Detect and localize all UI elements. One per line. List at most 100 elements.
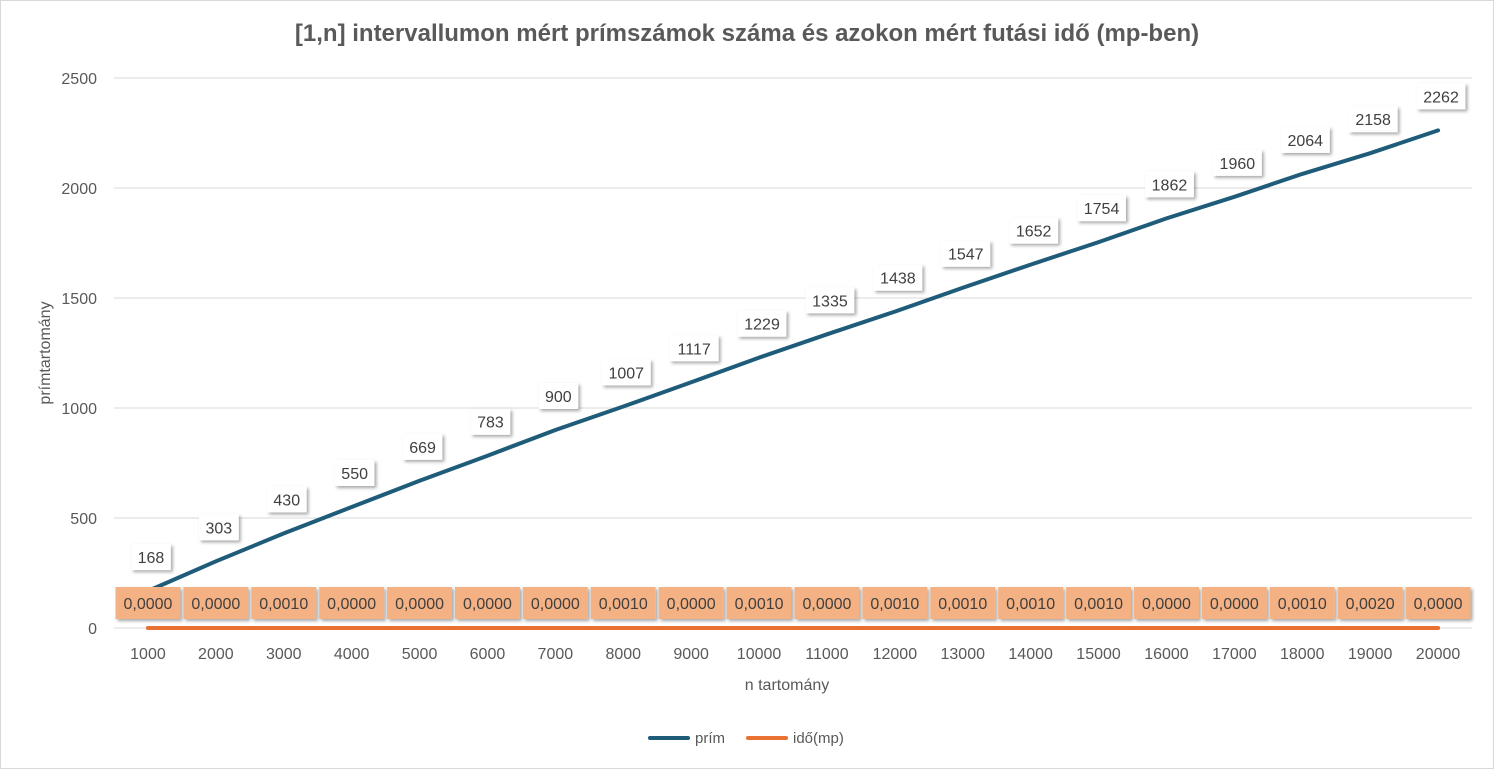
data-label-ido: 0,0000 xyxy=(395,596,444,613)
x-tick-label: 4000 xyxy=(334,646,370,663)
data-label-box xyxy=(115,587,181,619)
data-label-box xyxy=(1066,587,1131,619)
x-tick-label: 16000 xyxy=(1144,646,1189,663)
data-label-ido: 0,0000 xyxy=(1210,596,1259,613)
x-tick-label: 8000 xyxy=(605,646,641,663)
legend: prím idő(mp) xyxy=(648,730,844,747)
x-tick-label: 19000 xyxy=(1348,646,1393,663)
data-label-box xyxy=(199,514,239,541)
series-lines xyxy=(145,128,1441,630)
data-label-ido: 0,0010 xyxy=(1006,596,1055,613)
x-tick-label: 3000 xyxy=(266,646,302,663)
y-tick-label: 0 xyxy=(88,621,97,638)
x-axis-title: n tartomány xyxy=(745,677,829,694)
data-label-prim: 1335 xyxy=(812,293,848,310)
x-tick-label: 6000 xyxy=(470,646,506,663)
data-label-box xyxy=(1212,149,1262,176)
data-label-box xyxy=(1201,587,1267,619)
data-label-ido: 0,0000 xyxy=(123,596,172,613)
data-label-prim: 669 xyxy=(409,440,436,457)
data-label-box xyxy=(1280,126,1330,153)
y-tick-label: 500 xyxy=(70,511,97,528)
data-label-prim: 1438 xyxy=(880,271,916,288)
data-label-box xyxy=(1077,195,1126,222)
data-label-box xyxy=(794,587,860,619)
data-label-prim: 550 xyxy=(341,466,368,483)
data-label-box xyxy=(1134,587,1199,619)
data-label-prim: 1652 xyxy=(1016,224,1052,241)
legend-item-prim-label: prím xyxy=(695,730,725,747)
x-tick-label: 11000 xyxy=(805,646,848,663)
data-label-prim: 1960 xyxy=(1220,156,1256,173)
data-label-prim: 900 xyxy=(545,389,572,406)
data-label-box xyxy=(266,486,307,513)
data-label-prim: 2262 xyxy=(1423,89,1459,106)
data-label-prim: 1547 xyxy=(948,247,984,264)
data-label-box xyxy=(669,335,719,362)
data-label-box xyxy=(862,587,928,619)
data-label-box xyxy=(334,460,375,486)
chart-title: [1,n] intervallumon mért prímszámok szám… xyxy=(295,20,1199,47)
data-label-prim: 168 xyxy=(138,550,165,567)
data-label-prim: 1007 xyxy=(608,365,644,382)
y-tick-label: 1000 xyxy=(61,401,97,418)
data-label-ido: 0,0010 xyxy=(870,596,919,613)
data-label-box xyxy=(387,587,452,619)
x-tick-label: 17000 xyxy=(1212,646,1257,663)
x-tick-label: 15000 xyxy=(1076,646,1121,663)
data-label-box xyxy=(455,587,520,619)
data-label-ido: 0,0000 xyxy=(667,596,716,613)
data-label-box xyxy=(251,587,317,619)
data-label-ido: 0,0000 xyxy=(191,596,240,613)
data-label-box xyxy=(590,587,656,619)
y-axis-title: prímtartomány xyxy=(37,301,54,404)
x-tick-label: 12000 xyxy=(873,646,918,663)
data-label-box xyxy=(1405,587,1471,619)
legend-item-ido-label: idő(mp) xyxy=(793,730,844,747)
data-label-box xyxy=(658,587,724,619)
data-label-prim: 2064 xyxy=(1287,133,1323,150)
x-tick-label: 2000 xyxy=(198,646,234,663)
data-label-box xyxy=(930,587,996,619)
data-label-prim: 1862 xyxy=(1152,177,1188,194)
data-label-ido: 0,0000 xyxy=(802,596,851,613)
data-label-box xyxy=(1009,217,1059,244)
series-line-prim xyxy=(145,128,1441,593)
data-label-box xyxy=(1348,106,1398,133)
data-label-ido: 0,0000 xyxy=(1142,596,1191,613)
y-tick-label: 1500 xyxy=(61,291,97,308)
data-label-ido: 0,0020 xyxy=(1346,596,1395,613)
x-tick-label: 10000 xyxy=(737,646,782,663)
data-label-box xyxy=(522,587,588,619)
data-label-box xyxy=(183,587,249,619)
data-label-box xyxy=(726,587,792,619)
data-label-ido: 0,0010 xyxy=(735,596,784,613)
data-label-ido: 0,0000 xyxy=(531,596,580,613)
data-label-box xyxy=(319,587,385,619)
data-label-box xyxy=(538,383,579,409)
data-label-ido: 0,0000 xyxy=(327,596,376,613)
data-label-prim: 1754 xyxy=(1084,201,1120,218)
data-label-box xyxy=(998,587,1064,619)
data-label-prim: 783 xyxy=(477,415,504,432)
y-axis-ticks: 0 500 1000 1500 2000 2500 xyxy=(61,71,97,638)
x-tick-label: 18000 xyxy=(1280,646,1325,663)
x-tick-label: 14000 xyxy=(1008,646,1053,663)
data-labels: 168 303 430 550 669 783 900 1007 1117 1229 1335 143… xyxy=(115,83,1471,619)
data-label-box xyxy=(941,240,991,267)
data-label-ido: 0,0000 xyxy=(1414,596,1463,613)
data-label-ido: 0,0000 xyxy=(463,596,512,613)
data-label-box xyxy=(1416,83,1466,110)
data-label-box xyxy=(805,287,855,314)
x-tick-label: 5000 xyxy=(402,646,438,663)
data-label-ido: 0,0010 xyxy=(259,596,308,613)
x-tick-label: 20000 xyxy=(1416,646,1461,663)
data-label-ido: 0,0010 xyxy=(1278,596,1327,613)
x-tick-label: 1000 xyxy=(130,646,166,663)
data-label-box xyxy=(1337,587,1403,619)
data-label-prim: 303 xyxy=(205,520,232,537)
data-label-box xyxy=(131,544,171,571)
data-label-box xyxy=(402,433,443,460)
